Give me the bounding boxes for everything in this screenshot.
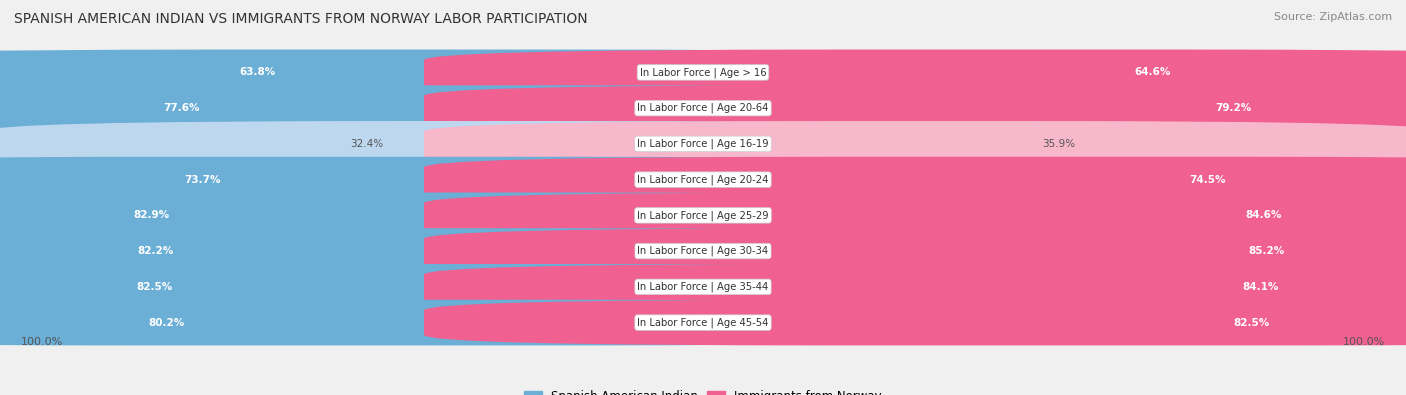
Text: In Labor Force | Age 30-34: In Labor Force | Age 30-34	[637, 246, 769, 256]
FancyBboxPatch shape	[0, 192, 981, 238]
Legend: Spanish American Indian, Immigrants from Norway: Spanish American Indian, Immigrants from…	[519, 385, 887, 395]
Text: 82.2%: 82.2%	[138, 246, 174, 256]
Text: 73.7%: 73.7%	[184, 175, 221, 184]
Text: In Labor Force | Age > 16: In Labor Force | Age > 16	[640, 67, 766, 78]
FancyBboxPatch shape	[0, 228, 981, 274]
Text: 100.0%: 100.0%	[21, 337, 63, 347]
FancyBboxPatch shape	[10, 201, 1396, 230]
Text: 84.1%: 84.1%	[1243, 282, 1279, 292]
Text: 35.9%: 35.9%	[1042, 139, 1076, 149]
Text: 84.6%: 84.6%	[1246, 211, 1282, 220]
Text: 82.5%: 82.5%	[136, 282, 172, 292]
FancyBboxPatch shape	[425, 157, 1406, 203]
Text: 64.6%: 64.6%	[1135, 68, 1171, 77]
FancyBboxPatch shape	[10, 129, 1396, 158]
FancyBboxPatch shape	[0, 300, 981, 346]
FancyBboxPatch shape	[10, 58, 1396, 87]
Text: In Labor Force | Age 45-54: In Labor Force | Age 45-54	[637, 317, 769, 328]
FancyBboxPatch shape	[10, 308, 1396, 337]
Text: 74.5%: 74.5%	[1189, 175, 1226, 184]
FancyBboxPatch shape	[425, 300, 1406, 346]
Text: In Labor Force | Age 35-44: In Labor Force | Age 35-44	[637, 282, 769, 292]
FancyBboxPatch shape	[425, 85, 1406, 131]
FancyBboxPatch shape	[10, 165, 1396, 194]
Text: In Labor Force | Age 20-64: In Labor Force | Age 20-64	[637, 103, 769, 113]
Text: 82.9%: 82.9%	[134, 211, 170, 220]
Text: Source: ZipAtlas.com: Source: ZipAtlas.com	[1274, 12, 1392, 22]
Text: 79.2%: 79.2%	[1216, 103, 1251, 113]
Text: 32.4%: 32.4%	[350, 139, 384, 149]
Text: In Labor Force | Age 25-29: In Labor Force | Age 25-29	[637, 210, 769, 221]
Text: In Labor Force | Age 20-24: In Labor Force | Age 20-24	[637, 174, 769, 185]
FancyBboxPatch shape	[425, 121, 1406, 167]
Text: 63.8%: 63.8%	[239, 68, 276, 77]
Text: 80.2%: 80.2%	[149, 318, 186, 327]
FancyBboxPatch shape	[10, 94, 1396, 123]
FancyBboxPatch shape	[0, 49, 981, 95]
FancyBboxPatch shape	[0, 121, 981, 167]
Text: 85.2%: 85.2%	[1249, 246, 1285, 256]
FancyBboxPatch shape	[425, 264, 1406, 310]
Text: 77.6%: 77.6%	[163, 103, 200, 113]
FancyBboxPatch shape	[0, 157, 981, 203]
Text: 100.0%: 100.0%	[1343, 337, 1385, 347]
FancyBboxPatch shape	[10, 237, 1396, 266]
FancyBboxPatch shape	[0, 85, 981, 131]
FancyBboxPatch shape	[425, 49, 1406, 95]
FancyBboxPatch shape	[0, 264, 981, 310]
FancyBboxPatch shape	[425, 192, 1406, 238]
Text: SPANISH AMERICAN INDIAN VS IMMIGRANTS FROM NORWAY LABOR PARTICIPATION: SPANISH AMERICAN INDIAN VS IMMIGRANTS FR…	[14, 12, 588, 26]
Text: 82.5%: 82.5%	[1234, 318, 1270, 327]
FancyBboxPatch shape	[10, 272, 1396, 301]
Text: In Labor Force | Age 16-19: In Labor Force | Age 16-19	[637, 139, 769, 149]
FancyBboxPatch shape	[425, 228, 1406, 274]
